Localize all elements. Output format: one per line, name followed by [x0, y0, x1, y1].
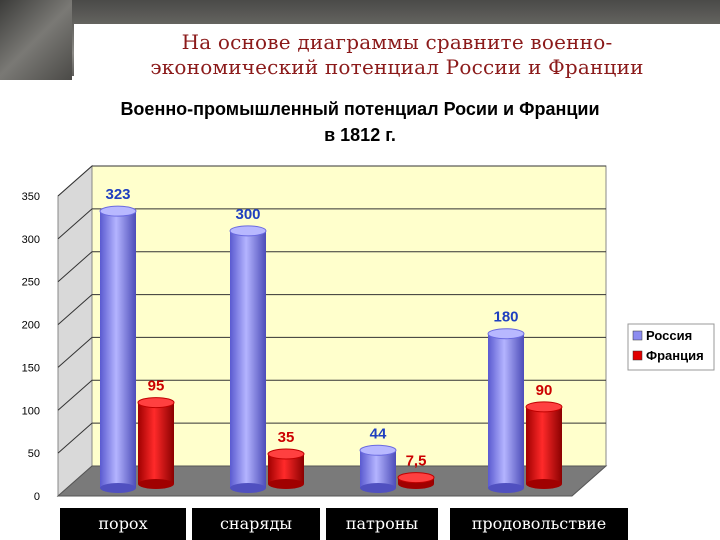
bar-base-cap: [230, 483, 266, 493]
y-tick-label: 50: [28, 448, 40, 460]
bar-body: [360, 450, 396, 488]
y-tick-label: 0: [34, 491, 40, 503]
data-label: 323: [105, 186, 130, 203]
bar-france-3: [525, 401, 563, 489]
bar-top-cap: [137, 397, 175, 409]
bar-france-2: [397, 472, 435, 489]
bar-top-cap: [525, 401, 563, 413]
legend-swatch: [632, 330, 643, 341]
bar-base-cap: [360, 483, 396, 493]
legend-label: Россия: [646, 328, 692, 343]
plot-side-wall: [57, 164, 93, 498]
bar-base-cap: [138, 479, 174, 489]
data-label: 44: [370, 425, 387, 442]
y-tick-label: 350: [22, 191, 40, 203]
slide-title: На основе диаграммы сравните военно- эко…: [74, 30, 720, 80]
gridline: [57, 208, 606, 240]
bar-body: [138, 402, 174, 484]
data-label: 35: [278, 429, 295, 446]
slide-title-line-1: На основе диаграммы сравните военно-: [181, 30, 613, 54]
y-tick-label: 300: [22, 234, 40, 246]
y-tick-label: 150: [22, 362, 40, 374]
chart-title-line-1: Военно-промышленный потенциал Росии и Фр…: [120, 99, 600, 119]
bar-top-cap: [487, 328, 525, 340]
data-label: 95: [148, 378, 165, 395]
chart-title-line-2: в 1812 г.: [324, 125, 396, 145]
legend-box: [627, 323, 715, 371]
bar-russia-2: [359, 444, 397, 493]
legend-label: Франция: [646, 348, 704, 363]
bar-body: [230, 230, 266, 488]
category-label-patrony: патроны: [326, 508, 438, 540]
header-stone-corner: [0, 0, 72, 80]
bar-top-cap: [397, 472, 435, 484]
bar-top-cap: [267, 448, 305, 460]
y-tick-label: 200: [22, 320, 40, 332]
data-label: 7,5: [406, 453, 427, 470]
data-label: 180: [493, 309, 518, 326]
bar-france-1: [267, 448, 305, 489]
bar-top-cap: [99, 205, 137, 217]
bar-top-cap: [359, 444, 397, 456]
data-label: 300: [235, 206, 260, 223]
bar-body: [526, 406, 562, 484]
y-tick-label: 250: [22, 277, 40, 289]
y-tick-label: 100: [22, 405, 40, 417]
bar-russia-0: [99, 205, 137, 493]
bar-body: [100, 211, 136, 488]
bar-russia-3: [487, 328, 525, 493]
bar-top-cap: [229, 225, 267, 237]
legend: Россия Франция: [627, 323, 715, 371]
category-label-prodovolstvie: продовольствие: [450, 508, 628, 540]
bar-base-cap: [526, 479, 562, 489]
gridline: [57, 336, 606, 368]
bar-body: [488, 333, 524, 488]
bar-france-0: [137, 397, 175, 489]
category-label-poroh: порох: [60, 508, 186, 540]
gridline: [57, 165, 606, 197]
legend-swatch: [632, 350, 643, 361]
title-background: [74, 24, 720, 86]
gridline: [57, 422, 606, 454]
data-label: 90: [536, 382, 553, 399]
bar-base-cap: [268, 479, 304, 489]
gridline: [57, 251, 606, 283]
gridline: [57, 294, 606, 325]
gridline: [57, 379, 606, 411]
plot-floor: [56, 465, 608, 497]
bar-base-cap: [488, 483, 524, 493]
slide-title-line-2: экономический потенциал России и Франции: [150, 55, 644, 79]
category-label-snaryady: снаряды: [192, 508, 320, 540]
chart-title: Военно-промышленный потенциал Росии и Фр…: [60, 96, 660, 148]
bar-base-cap: [100, 483, 136, 493]
bar-russia-1: [229, 225, 267, 493]
